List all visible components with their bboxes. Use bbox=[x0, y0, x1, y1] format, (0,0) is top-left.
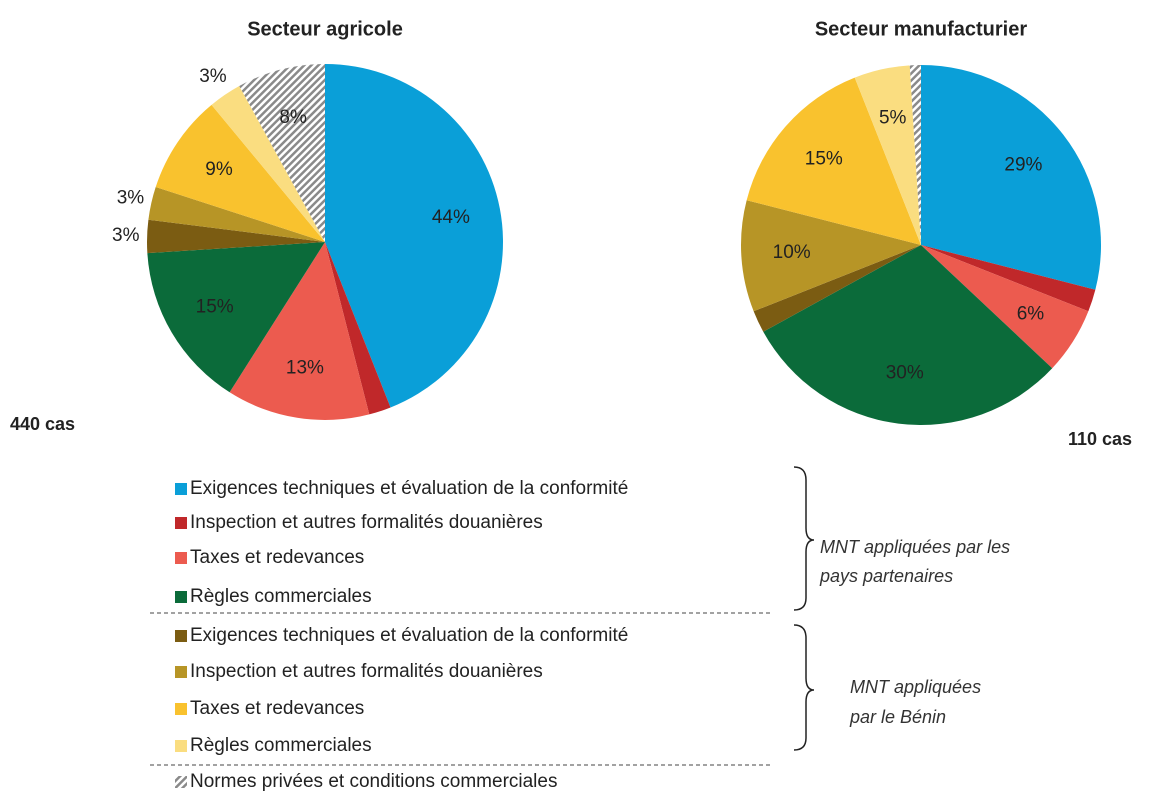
data-label: 9% bbox=[205, 159, 233, 180]
pie-slice bbox=[325, 64, 504, 408]
data-label: 13% bbox=[286, 358, 324, 379]
legend-label: Normes privées et conditions commerciale… bbox=[190, 771, 557, 792]
legend-label: Exigences techniques et évaluation de la… bbox=[190, 625, 628, 646]
pie-slice bbox=[921, 245, 1089, 369]
chart-title: Secteur agricole bbox=[247, 18, 403, 40]
legend-swatch bbox=[175, 703, 187, 715]
data-label: 8% bbox=[279, 107, 307, 128]
pie-slice bbox=[921, 245, 1096, 312]
pie-slice bbox=[741, 200, 921, 312]
data-label: 10% bbox=[773, 242, 811, 263]
pie-slice bbox=[753, 245, 921, 332]
legend-swatch bbox=[175, 740, 187, 752]
pie-slice bbox=[921, 65, 1101, 290]
legend-swatch bbox=[175, 552, 187, 564]
case-count: 440 cas bbox=[10, 414, 75, 434]
case-count: 110 cas bbox=[1068, 429, 1132, 449]
legend-swatch bbox=[175, 630, 187, 642]
pie-slice bbox=[211, 86, 325, 242]
pie-slice bbox=[763, 245, 1053, 426]
data-label: 6% bbox=[1017, 303, 1045, 324]
chart-title: Secteur manufacturier bbox=[815, 18, 1028, 40]
legend-label: Inspection et autres formalités douanièr… bbox=[190, 512, 543, 533]
pie-slice bbox=[147, 242, 325, 393]
pie-slice bbox=[909, 65, 921, 245]
legend-swatch bbox=[175, 483, 187, 495]
legend-label: Taxes et redevances bbox=[190, 698, 364, 719]
data-label: 15% bbox=[805, 148, 843, 169]
legend-swatch bbox=[175, 517, 187, 529]
legend-label: Règles commerciales bbox=[190, 735, 372, 756]
legend-group-label: pays partenaires bbox=[819, 566, 953, 586]
legend-label: Taxes et redevances bbox=[190, 547, 364, 568]
data-label: 3% bbox=[117, 188, 145, 209]
legend-swatch bbox=[175, 591, 187, 603]
pie-slice bbox=[239, 64, 325, 242]
legend-label: Règles commerciales bbox=[190, 586, 372, 607]
legend-label: Exigences techniques et évaluation de la… bbox=[190, 478, 628, 499]
data-label: 5% bbox=[879, 108, 907, 129]
data-label: 44% bbox=[432, 207, 470, 228]
pie-slice bbox=[146, 219, 325, 254]
data-label: 15% bbox=[196, 296, 234, 317]
pie-slice bbox=[229, 242, 370, 420]
data-label: 29% bbox=[1004, 155, 1042, 176]
pie-slice bbox=[325, 242, 391, 415]
pie-slice bbox=[746, 77, 921, 246]
pie-slice bbox=[148, 186, 325, 242]
legend-swatch bbox=[175, 666, 187, 678]
brace bbox=[793, 466, 815, 611]
legend-swatch bbox=[175, 776, 187, 788]
pie-slice bbox=[155, 104, 325, 243]
data-label: 3% bbox=[199, 66, 227, 87]
legend-group-label: par le Bénin bbox=[849, 707, 946, 727]
data-label: 3% bbox=[112, 225, 140, 246]
legend-label: Inspection et autres formalités douanièr… bbox=[190, 661, 543, 682]
legend-group-label: MNT appliquées par les bbox=[820, 537, 1010, 557]
data-label: 30% bbox=[886, 363, 924, 384]
pie-slice bbox=[854, 65, 921, 245]
brace bbox=[793, 624, 815, 751]
legend-group-label: MNT appliquées bbox=[850, 677, 981, 697]
